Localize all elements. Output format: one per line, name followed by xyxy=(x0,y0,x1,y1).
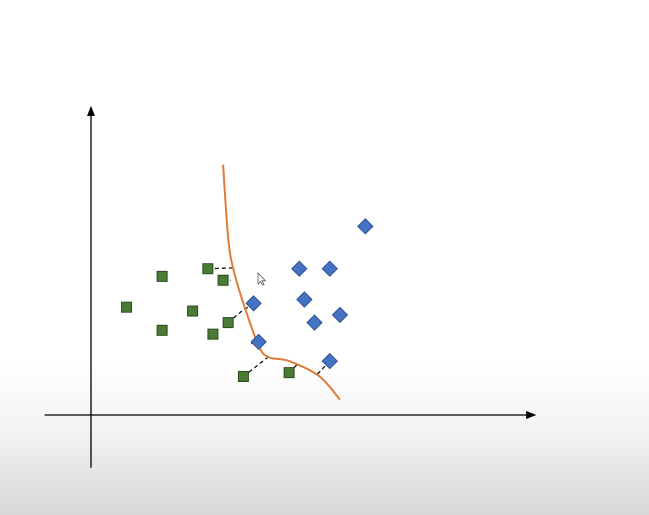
margin-line xyxy=(243,356,270,377)
square-point xyxy=(156,270,168,282)
diamond-point xyxy=(245,295,262,312)
diamond-point xyxy=(321,352,338,370)
square-point xyxy=(237,371,249,382)
mouse-pointer-icon xyxy=(257,272,267,286)
square-point xyxy=(283,367,295,379)
data-points xyxy=(121,218,374,382)
square-point xyxy=(156,324,168,336)
diamond-point xyxy=(306,314,323,331)
square-point xyxy=(207,328,219,340)
margin-line xyxy=(207,267,234,270)
decision-boundary-curve xyxy=(222,164,341,401)
diamond-point xyxy=(321,260,338,277)
diamond-point xyxy=(331,306,349,324)
square-point xyxy=(121,301,133,313)
diamond-point xyxy=(291,260,308,277)
diamond-point xyxy=(357,218,374,235)
diamond-point xyxy=(296,291,313,308)
square-point xyxy=(222,317,234,329)
axes xyxy=(44,106,537,468)
diamond-point xyxy=(250,333,267,351)
square-point xyxy=(202,263,214,275)
square-point xyxy=(187,305,199,317)
decision-boundary-layer xyxy=(222,164,341,401)
square-point xyxy=(217,274,229,286)
